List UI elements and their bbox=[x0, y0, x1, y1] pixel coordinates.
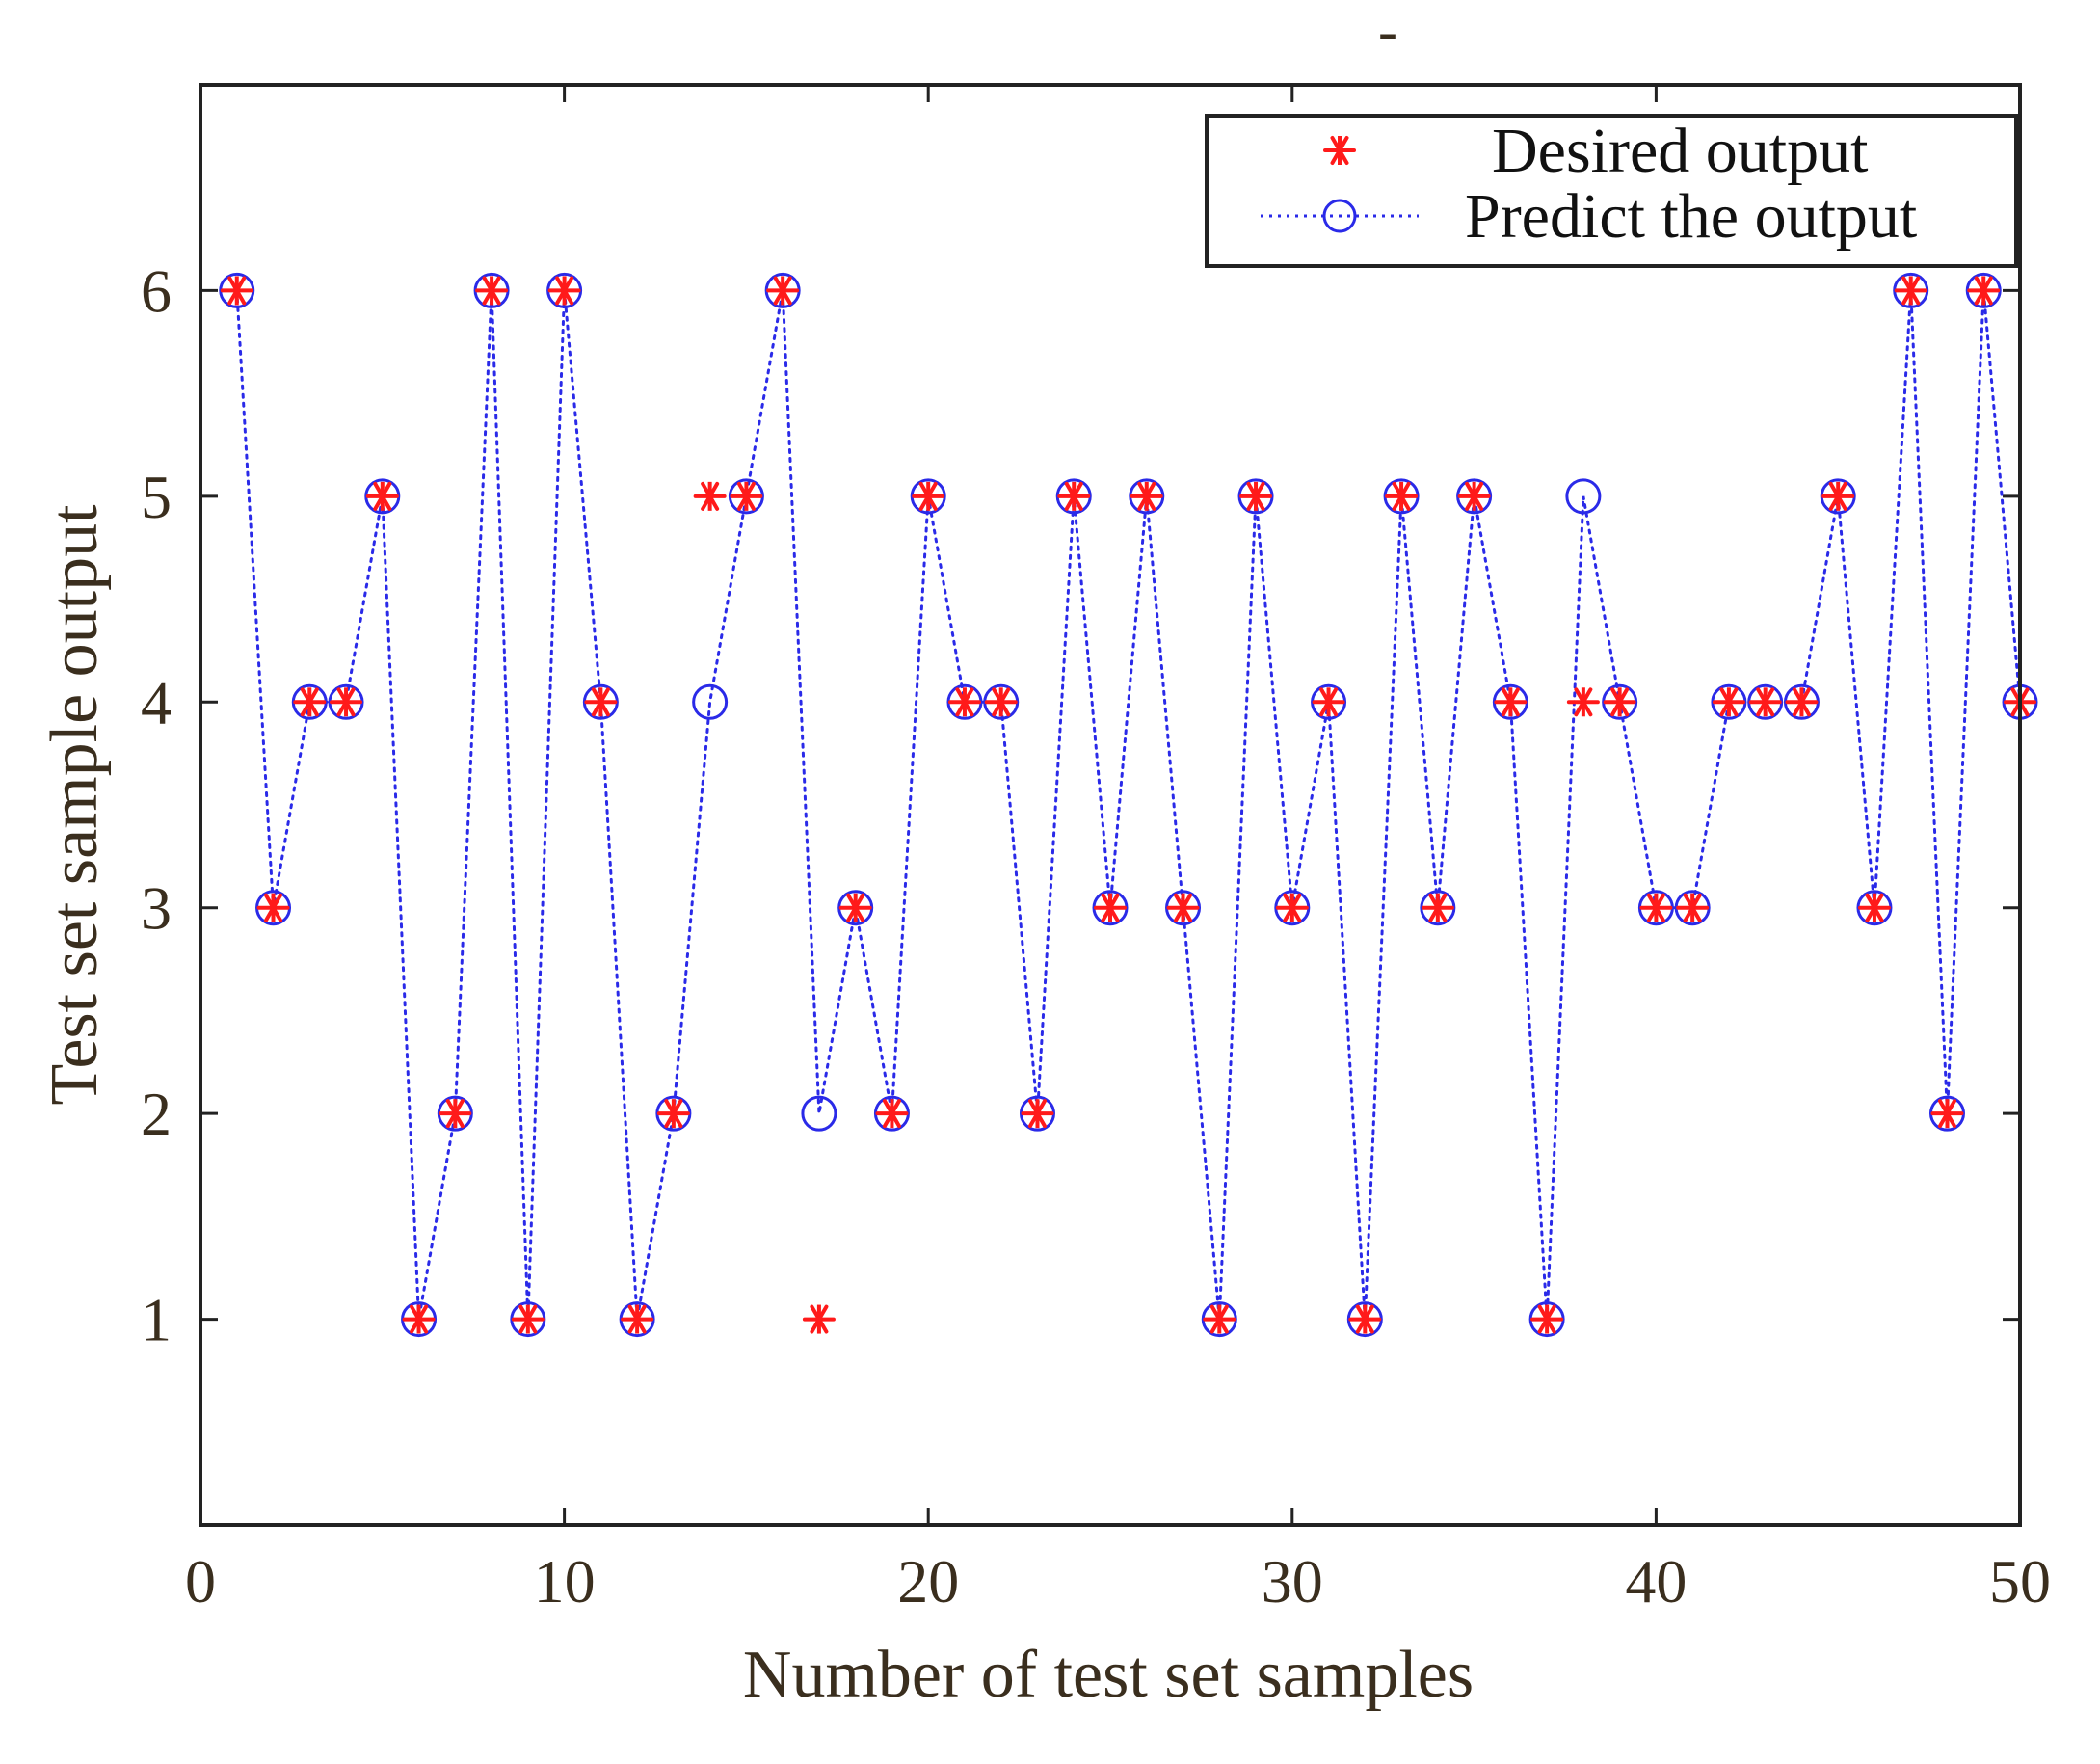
desired-point bbox=[1094, 893, 1127, 922]
desired-point bbox=[1275, 893, 1309, 922]
desired-point bbox=[330, 687, 363, 717]
desired-point bbox=[293, 687, 327, 717]
desired-point bbox=[439, 1099, 472, 1129]
predict-point bbox=[692, 683, 729, 720]
desired-point bbox=[947, 687, 981, 717]
desired-point bbox=[1203, 1304, 1236, 1334]
desired-point bbox=[402, 1304, 436, 1334]
legend-desired-label: Desired output bbox=[1492, 116, 1868, 186]
desired-point bbox=[1166, 893, 1200, 922]
desired-point bbox=[802, 1304, 836, 1334]
x-tick-label: 40 bbox=[1625, 1547, 1687, 1616]
desired-point bbox=[1494, 687, 1528, 717]
x-axis-label: Number of test set samples bbox=[743, 1638, 1474, 1712]
plot-frame bbox=[199, 83, 2022, 1527]
y-tick-label: 1 bbox=[141, 1286, 172, 1354]
x-tick-label: 20 bbox=[897, 1547, 959, 1616]
desired-point bbox=[1821, 481, 1855, 511]
desired-point bbox=[256, 893, 290, 922]
desired-point bbox=[584, 687, 618, 717]
desired-point bbox=[1385, 481, 1419, 511]
y-tick-label: 3 bbox=[141, 874, 172, 943]
tick-labels: 0 10 20 30 40 50 1 2 3 4 5 6 bbox=[141, 256, 2051, 1616]
x-tick-label: 10 bbox=[534, 1547, 596, 1616]
desired-point bbox=[1312, 687, 1345, 717]
desired-point bbox=[1857, 893, 1891, 922]
desired-point bbox=[1348, 1304, 1382, 1334]
desired-point bbox=[656, 1099, 690, 1129]
desired-point bbox=[1712, 687, 1745, 717]
desired-point bbox=[1930, 1099, 1964, 1129]
desired-point bbox=[1676, 893, 1710, 922]
chart-title: - bbox=[1378, 0, 1397, 63]
legend-predict-marker-icon bbox=[1322, 199, 1357, 233]
legend-asterisk bbox=[1323, 136, 1356, 165]
y-tick-label: 4 bbox=[141, 668, 172, 736]
x-tick-label: 0 bbox=[185, 1547, 216, 1616]
desired-point bbox=[1748, 687, 1782, 717]
x-tick-label: 50 bbox=[1989, 1547, 2051, 1616]
desired-point bbox=[1057, 481, 1091, 511]
desired-point bbox=[838, 893, 872, 922]
desired-point bbox=[1530, 1304, 1564, 1334]
legend-predict-label: Predict the output bbox=[1465, 181, 1917, 252]
desired-point bbox=[1021, 1099, 1054, 1129]
desired-point bbox=[1967, 276, 2001, 306]
desired-point bbox=[730, 481, 763, 511]
desired-point bbox=[912, 481, 945, 511]
y-tick-label: 6 bbox=[141, 256, 172, 325]
desired-point bbox=[1566, 687, 1600, 717]
desired-point bbox=[220, 276, 253, 306]
y-axis-label: Test set sample output bbox=[38, 504, 112, 1106]
desired-point bbox=[511, 1304, 545, 1334]
desired-point bbox=[875, 1099, 909, 1129]
desired-point bbox=[365, 481, 399, 511]
desired-point bbox=[1894, 276, 1927, 306]
desired-point bbox=[1239, 481, 1273, 511]
desired-point bbox=[1639, 893, 1673, 922]
desired-point bbox=[1421, 893, 1454, 922]
y-tick-label: 2 bbox=[141, 1080, 172, 1148]
y-tick-label: 5 bbox=[141, 463, 172, 531]
predict-point bbox=[801, 1095, 837, 1132]
desired-point bbox=[1603, 687, 1636, 717]
x-tick-label: 30 bbox=[1262, 1547, 1323, 1616]
legend-desired-marker-icon bbox=[1323, 136, 1356, 165]
predict-point bbox=[1565, 478, 1602, 515]
desired-point bbox=[1785, 687, 1819, 717]
desired-point bbox=[621, 1304, 654, 1334]
desired-point bbox=[984, 687, 1018, 717]
tick-marks bbox=[199, 85, 2022, 1525]
legend: Desired output Predict the output bbox=[1205, 114, 2018, 268]
desired-point bbox=[547, 276, 581, 306]
desired-point bbox=[1130, 481, 1163, 511]
predict-line bbox=[235, 288, 2022, 1320]
desired-point bbox=[693, 481, 727, 511]
desired-point bbox=[1457, 481, 1491, 511]
data-markers bbox=[219, 272, 2038, 1338]
desired-point bbox=[475, 276, 509, 306]
desired-point bbox=[766, 276, 800, 306]
predict-series-line bbox=[235, 288, 2022, 1320]
